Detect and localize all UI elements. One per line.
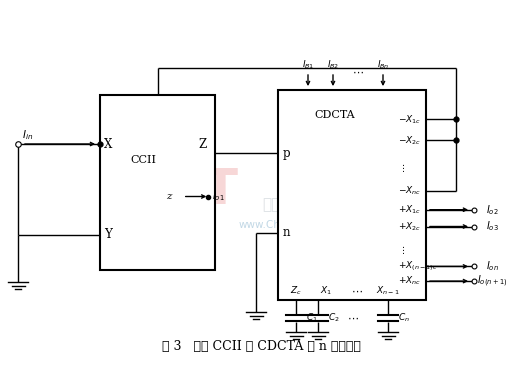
Text: www.ChinaAET.com: www.ChinaAET.com [239, 220, 341, 230]
Text: CCII: CCII [130, 155, 157, 165]
Text: $I_{in}$: $I_{in}$ [22, 128, 33, 142]
Text: $\cdots$: $\cdots$ [351, 286, 363, 296]
Text: $-X_{2c}$: $-X_{2c}$ [398, 134, 421, 147]
Text: $X_{n-1}$: $X_{n-1}$ [376, 285, 400, 297]
Bar [278, 90, 426, 300]
Text: $+X_{(n-1)c}$: $+X_{(n-1)c}$ [398, 260, 438, 273]
Text: 电子技术应用: 电子技术应用 [263, 197, 317, 212]
Text: p: p [282, 146, 290, 160]
Text: CDCTA: CDCTA [314, 110, 354, 120]
Text: Y: Y [104, 228, 112, 242]
Text: $-X_{1c}$: $-X_{1c}$ [398, 113, 421, 126]
Text: $C_2$: $C_2$ [328, 312, 340, 324]
Text: $I_{Bn}$: $I_{Bn}$ [377, 59, 389, 71]
Text: $I_{o(n+1)}$: $I_{o(n+1)}$ [477, 273, 507, 289]
Text: $I_{on}$: $I_{on}$ [485, 260, 499, 273]
Text: Z: Z [199, 138, 207, 150]
Text: $\vdots$: $\vdots$ [398, 162, 405, 174]
Text: AET: AET [132, 166, 239, 214]
Bar [100, 95, 215, 270]
Text: $+X_{1c}$: $+X_{1c}$ [398, 203, 421, 216]
Text: $I_{o1}$: $I_{o1}$ [212, 189, 224, 203]
Text: $\cdots$: $\cdots$ [352, 67, 364, 77]
Text: $C_1$: $C_1$ [306, 312, 318, 324]
Text: $C_n$: $C_n$ [398, 312, 410, 324]
Text: n: n [282, 226, 290, 239]
Text: $I_{o3}$: $I_{o3}$ [485, 220, 499, 233]
Text: z: z [166, 192, 172, 201]
Text: 图 3   基于 CCII 与 CDCTA 的 n 阶滤波器: 图 3 基于 CCII 与 CDCTA 的 n 阶滤波器 [162, 341, 360, 353]
Text: $\vdots$: $\vdots$ [398, 243, 405, 255]
Text: $+X_{2c}$: $+X_{2c}$ [398, 220, 421, 233]
Text: $X_1$: $X_1$ [320, 285, 332, 297]
Text: $I_{B2}$: $I_{B2}$ [327, 59, 339, 71]
Text: $-X_{nc}$: $-X_{nc}$ [398, 185, 421, 197]
Text: X: X [104, 138, 112, 150]
Text: $Z_c$: $Z_c$ [290, 285, 302, 297]
Text: $I_{o2}$: $I_{o2}$ [485, 203, 499, 216]
Text: $\cdots$: $\cdots$ [347, 313, 359, 323]
Text: $I_{B1}$: $I_{B1}$ [302, 59, 314, 71]
Text: $+X_{nc}$: $+X_{nc}$ [398, 275, 421, 287]
